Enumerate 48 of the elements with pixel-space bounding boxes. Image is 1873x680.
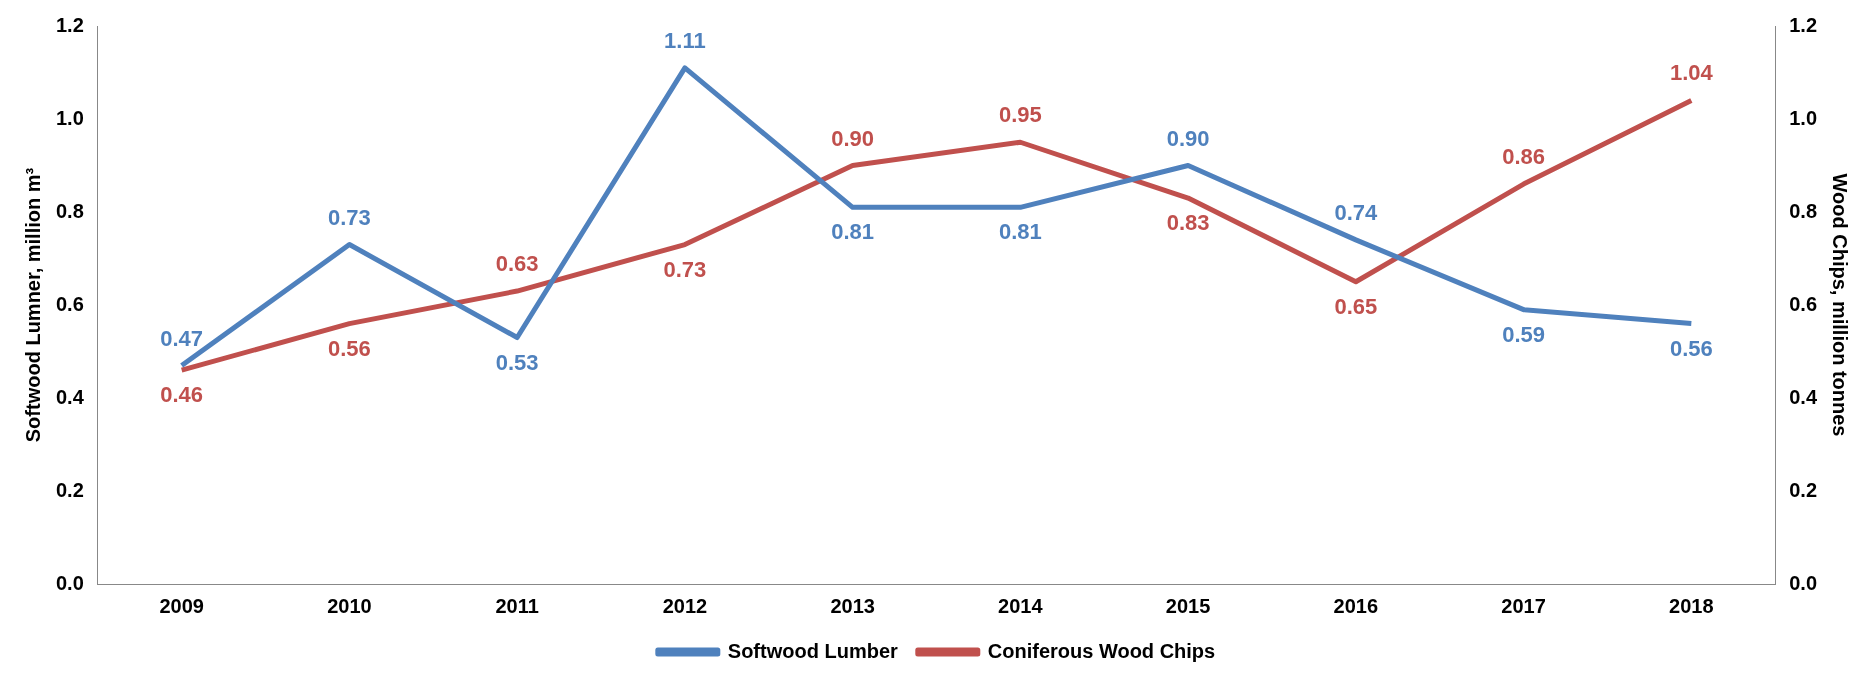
data-label: 0.46: [160, 382, 204, 408]
y2-tick-label: 1.2: [1789, 13, 1818, 36]
x-tick-label: 2010: [327, 594, 372, 617]
y2-tick-label: 0.0: [1789, 571, 1818, 594]
y-tick-label: 0.4: [55, 385, 85, 408]
data-label: 0.59: [1502, 321, 1545, 347]
data-label: 1.11: [664, 27, 706, 53]
y2-tick-label: 0.2: [1789, 478, 1818, 501]
legend-label: Coniferous Wood Chips: [987, 639, 1216, 662]
data-label: 0.56: [1669, 335, 1713, 361]
y-axis-title: Softwood Lumner, million m³: [21, 167, 44, 443]
x-tick-label: 2012: [662, 594, 708, 617]
y-tick-label: 0.6: [55, 292, 84, 315]
data-label: 0.86: [1502, 144, 1545, 170]
x-tick-label: 2017: [1501, 594, 1546, 617]
y2-tick-label: 0.4: [1789, 385, 1818, 408]
y-tick-label: 0.0: [55, 571, 84, 594]
y2-tick-label: 0.6: [1789, 292, 1818, 315]
y2-axis-title: Wood Chips, million tonnes: [1829, 173, 1852, 437]
y2-tick-label: 0.8: [1789, 199, 1818, 222]
x-tick-label: 2018: [1669, 594, 1714, 617]
x-tick-label: 2009: [159, 594, 204, 617]
data-label: 0.65: [1334, 293, 1378, 319]
data-label: 0.74: [1334, 199, 1379, 225]
y-tick-label: 0.8: [55, 199, 84, 222]
data-label: 0.81: [998, 219, 1042, 245]
x-tick-label: 2013: [830, 594, 875, 617]
data-label: 1.04: [1669, 60, 1714, 86]
data-label: 0.90: [1166, 125, 1210, 151]
data-label: 0.73: [328, 204, 371, 230]
data-label: 0.83: [1166, 210, 1210, 236]
x-tick-label: 2016: [1333, 594, 1379, 617]
data-label: 0.95: [998, 102, 1042, 128]
x-tick-label: 2011: [495, 594, 539, 617]
y-tick-label: 0.2: [55, 478, 84, 501]
data-label: 0.53: [495, 349, 539, 375]
x-tick-label: 2015: [1165, 594, 1211, 617]
legend-label: Softwood Lumber: [727, 639, 899, 662]
data-label: 0.90: [831, 125, 875, 151]
data-label: 0.63: [495, 251, 539, 277]
data-label: 0.47: [160, 325, 204, 351]
y-tick-label: 1.0: [55, 106, 84, 129]
x-tick-label: 2014: [998, 594, 1044, 617]
data-label: 0.81: [831, 219, 875, 245]
y-tick-label: 1.2: [55, 13, 84, 36]
data-label: 0.73: [663, 256, 707, 282]
y2-tick-label: 1.0: [1789, 106, 1818, 129]
data-label: 0.56: [328, 335, 371, 361]
